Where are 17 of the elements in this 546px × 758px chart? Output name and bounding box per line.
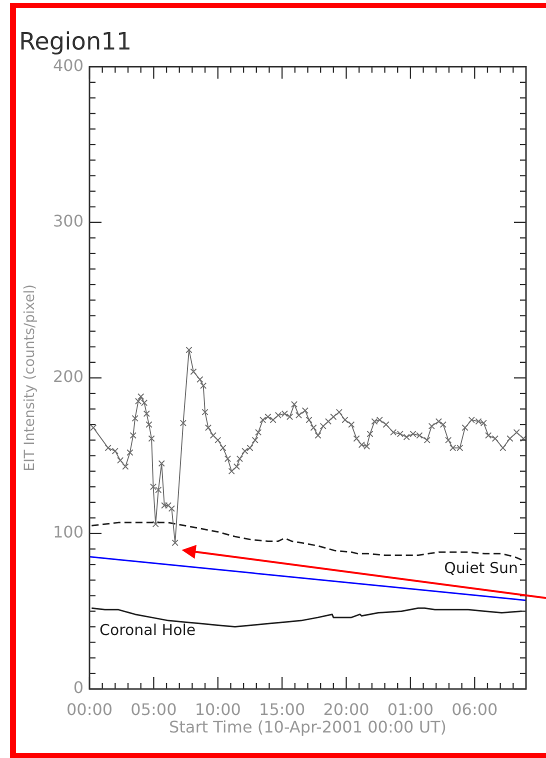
x-axis-title: Start Time (10-Apr-2001 00:00 UT) [168, 718, 447, 737]
x-tick-label: 20:00 [323, 700, 370, 719]
y-axis-title: EIT Intensity (counts/pixel) [22, 284, 38, 472]
y-tick-label: 200 [52, 367, 84, 386]
y-tick-label: 400 [52, 56, 84, 75]
series-label: Quiet Sun [444, 558, 518, 577]
y-tick-label: 100 [52, 522, 84, 542]
x-tick-label: 05:00 [130, 700, 177, 719]
x-tick-label: 01:00 [387, 700, 434, 719]
y-tick-label: 0 [73, 678, 84, 698]
y-tick-label: 300 [52, 212, 84, 231]
x-tick-label: 10:00 [194, 700, 241, 719]
chart-title: Region11 [19, 28, 132, 56]
x-tick-label: 00:00 [66, 700, 113, 719]
x-tick-label: 06:00 [452, 700, 498, 719]
x-tick-label: 15:00 [259, 700, 306, 719]
series-label: Coronal Hole [100, 621, 196, 640]
